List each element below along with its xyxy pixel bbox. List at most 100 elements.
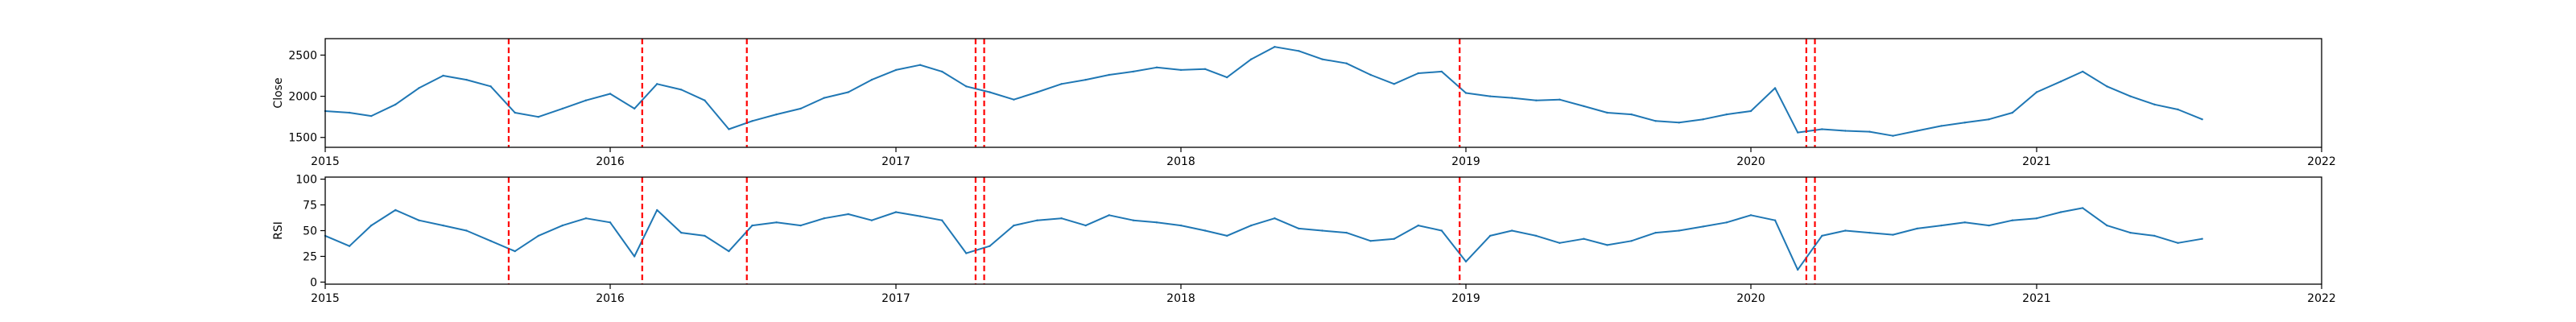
data-point xyxy=(1797,131,1799,134)
data-point xyxy=(1654,120,1657,122)
data-point xyxy=(1250,224,1253,227)
x-tick-label: 2019 xyxy=(1451,292,1480,305)
data-point xyxy=(1797,268,1799,271)
data-point xyxy=(489,240,492,242)
data-point xyxy=(1488,234,1492,237)
data-point xyxy=(1940,224,1942,227)
data-point xyxy=(1678,229,1680,232)
data-point xyxy=(751,224,753,227)
y-tick-label: 75 xyxy=(303,200,317,213)
data-point xyxy=(537,116,539,118)
data-point xyxy=(584,217,588,220)
y-tick-label: 1500 xyxy=(288,132,317,145)
data-point xyxy=(989,91,991,93)
data-point xyxy=(561,107,564,110)
x-tick-label: 2020 xyxy=(1736,155,1765,168)
data-point xyxy=(1226,76,1228,79)
y-tick-label: 50 xyxy=(303,225,317,238)
data-point xyxy=(1393,83,1396,85)
axes-frame xyxy=(324,38,2322,148)
data-point xyxy=(823,217,825,220)
data-point xyxy=(1844,130,1847,132)
data-point xyxy=(1321,58,1323,60)
data-point xyxy=(1749,109,1752,113)
x-tick-label: 2021 xyxy=(2022,292,2051,305)
data-point xyxy=(680,231,683,234)
y-tick-label: 2500 xyxy=(288,49,317,62)
data-point xyxy=(2059,211,2062,213)
y-tick-label: 2000 xyxy=(288,91,317,104)
data-point xyxy=(418,219,420,221)
data-point xyxy=(1773,87,1777,89)
data-point xyxy=(1940,125,1942,127)
data-point xyxy=(989,245,991,247)
data-point xyxy=(1440,70,1443,73)
data-point xyxy=(1916,130,1918,132)
data-point xyxy=(1108,214,1111,217)
data-point xyxy=(514,111,516,114)
y-tick-label: 25 xyxy=(303,250,317,263)
data-point xyxy=(1654,231,1657,234)
data-point xyxy=(1606,111,1608,114)
data-point xyxy=(1464,260,1468,263)
data-point xyxy=(514,250,516,253)
x-tick-label: 2018 xyxy=(1166,155,1195,168)
data-point xyxy=(442,224,444,227)
data-point xyxy=(1250,58,1253,60)
data-point xyxy=(2011,111,2014,114)
data-point xyxy=(1892,134,1894,137)
data-point xyxy=(1132,219,1135,221)
data-point xyxy=(1369,73,1372,76)
close-series-line xyxy=(324,46,2202,137)
data-point xyxy=(1203,229,1207,232)
data-point xyxy=(1916,227,1918,230)
data-point xyxy=(823,97,825,99)
data-point xyxy=(2129,231,2132,234)
data-point xyxy=(537,234,539,237)
data-point xyxy=(2035,217,2038,220)
data-point xyxy=(1393,237,1396,240)
data-point xyxy=(1868,231,1871,234)
y-tick-label: 100 xyxy=(295,174,317,187)
data-point xyxy=(2106,224,2108,227)
data-point xyxy=(704,99,706,101)
data-point xyxy=(2035,91,2038,93)
data-point xyxy=(775,113,778,116)
data-point xyxy=(1417,72,1420,75)
data-point xyxy=(919,64,922,66)
data-point xyxy=(1132,70,1135,73)
data-point xyxy=(894,211,898,213)
data-point xyxy=(1440,229,1443,232)
data-point xyxy=(561,224,564,227)
data-point xyxy=(2106,85,2108,88)
x-tick-label: 2016 xyxy=(596,292,625,305)
data-point xyxy=(965,85,968,88)
data-point xyxy=(1749,214,1752,217)
rsi-series-line xyxy=(324,207,2202,271)
x-tick-label: 2015 xyxy=(311,292,340,305)
data-point xyxy=(656,83,658,85)
data-point xyxy=(1583,237,1585,240)
data-point xyxy=(394,103,397,105)
data-point xyxy=(1013,98,1015,101)
data-point xyxy=(1036,219,1038,221)
data-point xyxy=(1369,240,1372,242)
data-point xyxy=(1179,224,1183,227)
data-point xyxy=(465,229,468,232)
data-point xyxy=(1606,244,1608,246)
data-point xyxy=(609,93,612,95)
data-point xyxy=(2082,70,2084,73)
data-point xyxy=(1155,221,1158,224)
x-tick-label: 2017 xyxy=(881,292,910,305)
data-point xyxy=(1155,66,1158,69)
data-point xyxy=(418,87,420,89)
data-point xyxy=(1963,221,1966,224)
data-point xyxy=(465,78,468,81)
data-point xyxy=(2201,237,2203,240)
data-point xyxy=(609,221,612,224)
x-tick-label: 2021 xyxy=(2022,155,2051,168)
data-point xyxy=(1844,229,1847,232)
data-point xyxy=(584,99,588,101)
data-point xyxy=(799,107,802,110)
x-tick-label: 2022 xyxy=(2307,292,2336,305)
